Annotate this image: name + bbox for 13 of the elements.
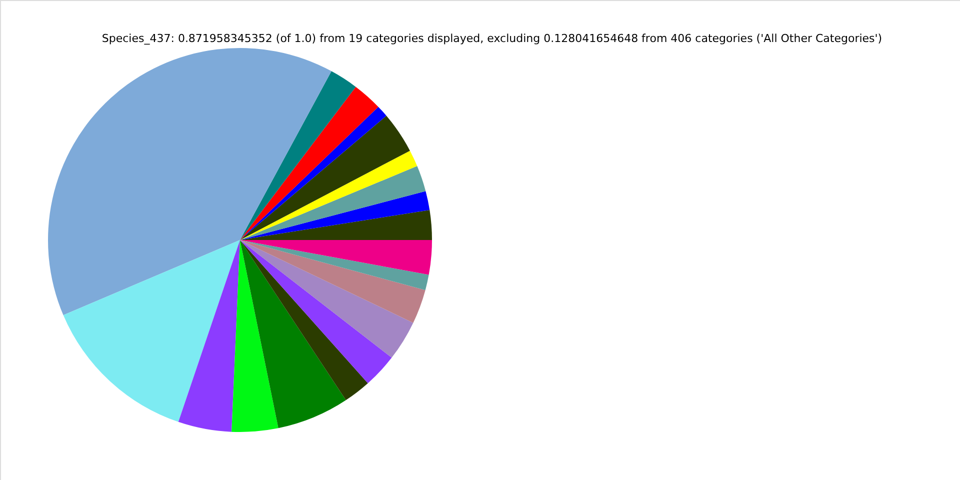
pie-slice xyxy=(240,240,368,400)
text: Species_437: 0.871958345352 (of 1.0) from 19 categories displayed, excluding 0.128041654648 from 406 categories ('All Other Categories') xyxy=(102,32,882,45)
pie-slice xyxy=(63,240,240,422)
pie-slice xyxy=(240,240,426,323)
pie-slice xyxy=(240,240,414,358)
pie-slice xyxy=(232,240,278,432)
pie-slice xyxy=(240,71,356,240)
pie-slice xyxy=(240,240,432,275)
pie-slice xyxy=(48,48,332,316)
pie-slice xyxy=(240,240,346,428)
pie-slice xyxy=(240,191,430,240)
pie-slice xyxy=(240,150,418,240)
pie-slice xyxy=(240,86,378,240)
